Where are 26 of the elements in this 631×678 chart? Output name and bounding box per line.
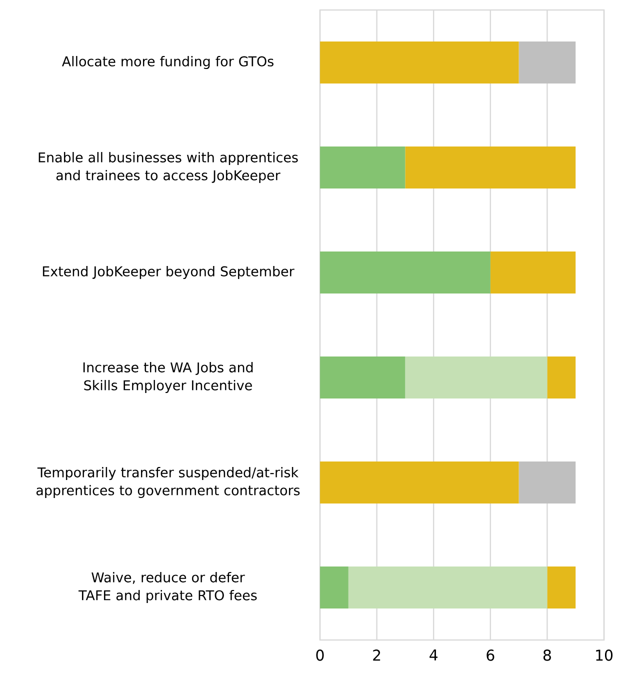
y-tick-label: Increase the WA Jobs and Skills Employer Incentive	[83, 362, 253, 393]
bar	[518, 42, 576, 84]
x-tick-label: 8	[543, 650, 551, 661]
bar	[320, 356, 406, 399]
bar	[518, 462, 576, 504]
bar	[547, 566, 576, 609]
y-tick-label: Temporarily transfer suspended/at-risk apprentices to government contractors	[36, 467, 300, 498]
bar	[320, 146, 406, 189]
x-tick-label: 6	[486, 650, 494, 661]
x-tick-label: 4	[430, 650, 438, 660]
bar	[405, 356, 548, 399]
y-tick-label: Allocate more funding for GTOs	[62, 56, 274, 70]
bar	[547, 356, 576, 399]
y-tick-label: Extend JobKeeper beyond September	[42, 266, 294, 280]
bar	[490, 252, 576, 294]
bar	[320, 566, 348, 609]
y-tick-label: Enable all businesses with apprentices and trainees to access JobKeeper	[38, 152, 298, 183]
x-tick-label: 2	[373, 650, 380, 661]
bar	[320, 252, 490, 294]
bar	[348, 566, 548, 609]
bar	[320, 462, 519, 504]
y-tick-label: Waive, reduce or defer TAFE and private RTO fees	[78, 572, 257, 603]
bar	[320, 42, 519, 84]
bar	[405, 146, 576, 189]
x-tick-label: 0	[316, 650, 324, 661]
x-tick-label: 10	[596, 650, 613, 661]
